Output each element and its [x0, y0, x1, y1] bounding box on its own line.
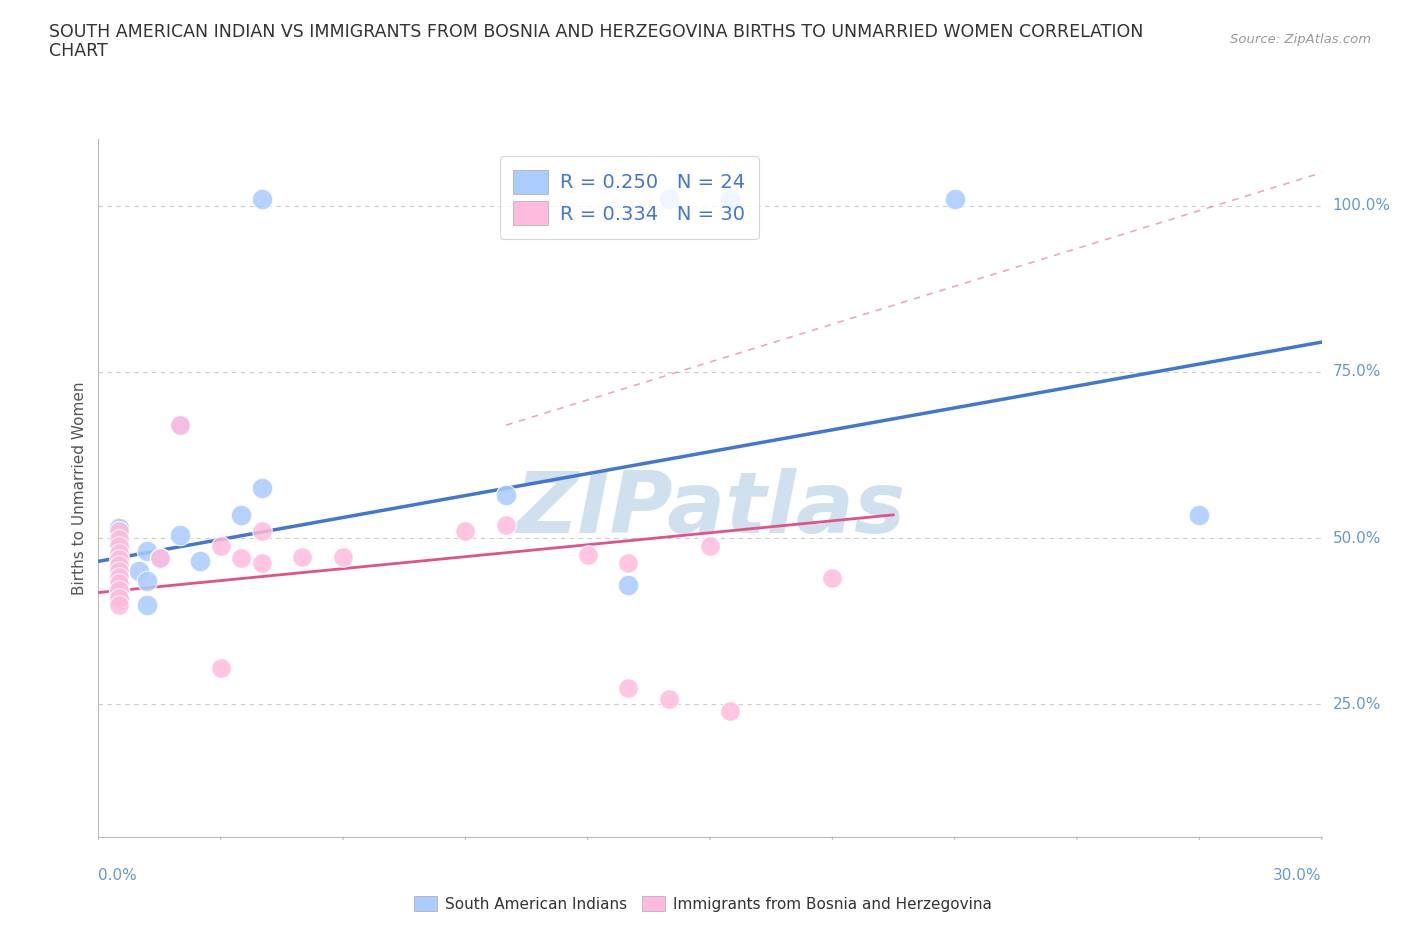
- Point: [188, 554, 212, 569]
- Text: CHART: CHART: [49, 42, 108, 60]
- Point: [108, 557, 131, 572]
- Point: [250, 192, 273, 206]
- Text: 25.0%: 25.0%: [1333, 697, 1381, 711]
- Point: [250, 524, 273, 538]
- Point: [108, 582, 131, 597]
- Point: [108, 585, 131, 600]
- Point: [169, 418, 191, 432]
- Text: 50.0%: 50.0%: [1333, 531, 1381, 546]
- Point: [699, 538, 721, 553]
- Point: [495, 487, 517, 502]
- Point: [495, 517, 517, 532]
- Text: ZIPatlas: ZIPatlas: [515, 468, 905, 551]
- Legend: R = 0.250   N = 24, R = 0.334   N = 30: R = 0.250 N = 24, R = 0.334 N = 30: [499, 156, 759, 239]
- Point: [108, 532, 131, 547]
- Point: [169, 527, 191, 542]
- Point: [108, 524, 131, 538]
- Point: [718, 192, 742, 206]
- Point: [617, 556, 640, 571]
- Text: 0.0%: 0.0%: [98, 868, 138, 883]
- Point: [291, 550, 314, 565]
- Point: [658, 192, 681, 206]
- Point: [454, 524, 477, 538]
- Point: [231, 508, 253, 523]
- Point: [169, 418, 191, 432]
- Point: [108, 591, 131, 605]
- Point: [108, 569, 131, 584]
- Point: [209, 660, 232, 675]
- Point: [108, 576, 131, 591]
- Point: [943, 192, 966, 206]
- Point: [149, 551, 172, 565]
- Point: [108, 538, 131, 553]
- Point: [617, 578, 640, 592]
- Point: [136, 597, 159, 612]
- Point: [128, 564, 150, 578]
- Point: [332, 550, 354, 565]
- Point: [108, 597, 131, 612]
- Point: [617, 680, 640, 695]
- Point: [576, 547, 599, 562]
- Point: [658, 691, 681, 706]
- Point: [108, 591, 131, 606]
- Point: [718, 703, 742, 718]
- Text: Source: ZipAtlas.com: Source: ZipAtlas.com: [1230, 33, 1371, 46]
- Text: 30.0%: 30.0%: [1274, 868, 1322, 883]
- Point: [108, 545, 131, 560]
- Point: [250, 481, 273, 496]
- Point: [108, 564, 131, 578]
- Legend: South American Indians, Immigrants from Bosnia and Herzegovina: South American Indians, Immigrants from …: [408, 889, 998, 918]
- Point: [108, 538, 131, 553]
- Point: [821, 570, 844, 585]
- Point: [108, 551, 131, 566]
- Y-axis label: Births to Unmarried Women: Births to Unmarried Women: [72, 381, 87, 595]
- Text: SOUTH AMERICAN INDIAN VS IMMIGRANTS FROM BOSNIA AND HERZEGOVINA BIRTHS TO UNMARR: SOUTH AMERICAN INDIAN VS IMMIGRANTS FROM…: [49, 23, 1143, 41]
- Point: [108, 561, 131, 576]
- Point: [108, 580, 131, 595]
- Text: 100.0%: 100.0%: [1333, 198, 1391, 213]
- Point: [209, 538, 232, 553]
- Point: [108, 570, 131, 585]
- Point: [149, 551, 172, 565]
- Text: 75.0%: 75.0%: [1333, 365, 1381, 379]
- Point: [250, 556, 273, 571]
- Point: [1188, 508, 1211, 523]
- Point: [231, 551, 253, 565]
- Point: [136, 574, 159, 589]
- Point: [136, 544, 159, 559]
- Point: [108, 521, 131, 536]
